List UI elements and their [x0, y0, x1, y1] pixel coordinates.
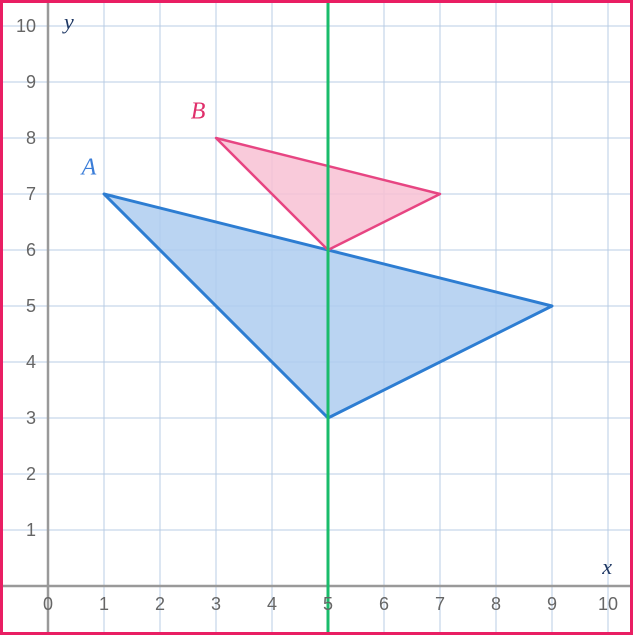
- y-axis-label: y: [62, 9, 74, 34]
- y-tick-label: 10: [16, 16, 36, 36]
- y-tick-label: 7: [26, 184, 36, 204]
- shape-label-b: B: [191, 98, 206, 124]
- y-tick-label: 6: [26, 240, 36, 260]
- x-tick-label: 3: [211, 594, 221, 614]
- y-tick-label: 2: [26, 464, 36, 484]
- x-tick-label: 1: [99, 594, 109, 614]
- x-tick-label: 8: [491, 594, 501, 614]
- x-tick-label: 10: [598, 594, 618, 614]
- chart-svg: 0 1 2 3 4 5 6 7 8 9 10 1 2 3 4 5 6 7 8 9 10 y x A B: [0, 0, 633, 635]
- x-tick-label: 9: [547, 594, 557, 614]
- x-tick-label: 4: [267, 594, 277, 614]
- x-tick-label: 6: [379, 594, 389, 614]
- x-axis-label: x: [601, 554, 612, 579]
- x-tick-label: 7: [435, 594, 445, 614]
- y-tick-label: 5: [26, 296, 36, 316]
- y-tick-label: 4: [26, 352, 36, 372]
- y-tick-label: 9: [26, 72, 36, 92]
- coordinate-plane-chart: 0 1 2 3 4 5 6 7 8 9 10 1 2 3 4 5 6 7 8 9 10 y x A B: [0, 0, 633, 635]
- shape-label-a: A: [80, 154, 97, 180]
- y-tick-label: 3: [26, 408, 36, 428]
- x-tick-label: 5: [323, 594, 333, 614]
- y-tick-label: 1: [26, 520, 36, 540]
- y-tick-label: 8: [26, 128, 36, 148]
- x-tick-label: 2: [155, 594, 165, 614]
- x-tick-label: 0: [43, 594, 53, 614]
